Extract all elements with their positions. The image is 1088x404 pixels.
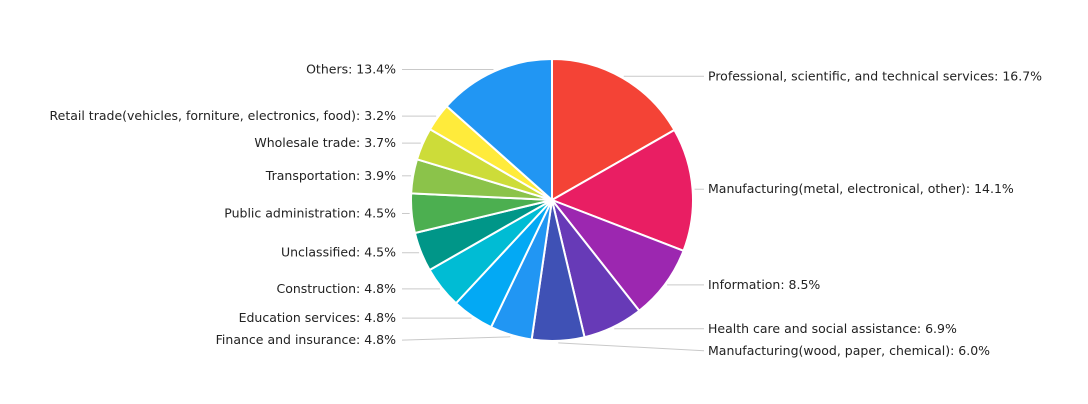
slice-label-1: Professional, scientific, and technical … — [708, 68, 1042, 83]
leader-lines — [401, 69, 705, 352]
slice-label-4: Health care and social assistance: 6.9% — [708, 321, 957, 336]
slice-label-6: Finance and insurance: 4.8% — [216, 332, 396, 347]
slice-label-3: Information: 8.5% — [708, 277, 820, 292]
pie-slices — [410, 58, 694, 342]
pie-slice-14 — [445, 58, 553, 201]
leader-line-6 — [401, 336, 511, 341]
slice-label-12: Wholesale trade: 3.7% — [254, 135, 396, 150]
slice-label-14: Others: 13.4% — [306, 62, 396, 77]
slice-label-7: Education services: 4.8% — [239, 310, 397, 325]
slice-label-5: Manufacturing(wood, paper, chemical): 6.… — [708, 343, 990, 358]
slice-label-10: Public administration: 4.5% — [224, 205, 396, 220]
slice-label-11: Transportation: 3.9% — [265, 168, 396, 183]
slice-label-2: Manufacturing(metal, electronical, other… — [708, 181, 1014, 196]
pie-slice-2 — [551, 129, 694, 252]
slice-label-8: Construction: 4.8% — [276, 281, 396, 296]
slice-label-9: Unclassified: 4.5% — [281, 245, 396, 260]
slice-labels: Professional, scientific, and technical … — [50, 62, 1043, 358]
slice-label-13: Retail trade(vehicles, forniture, electr… — [50, 108, 397, 123]
pie-slice-1 — [551, 58, 676, 201]
leader-line-5 — [558, 342, 705, 352]
